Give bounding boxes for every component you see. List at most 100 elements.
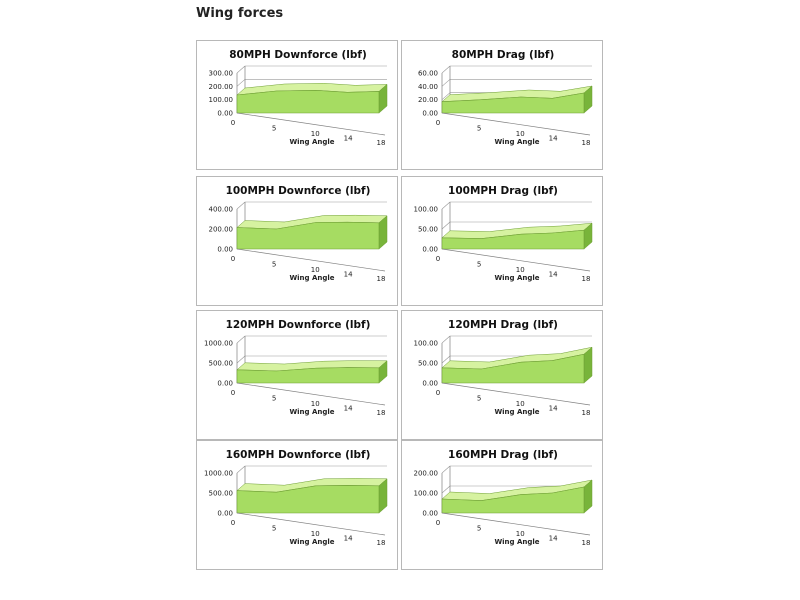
chart-title: 120MPH Drag (lbf) bbox=[448, 319, 558, 331]
x-axis-label: Wing Angle bbox=[494, 408, 539, 416]
y-tick-label: 500.00 bbox=[209, 490, 234, 498]
x-axis-label: Wing Angle bbox=[494, 274, 539, 282]
x-tick-label: 14 bbox=[549, 535, 558, 543]
x-tick-label: 10 bbox=[516, 266, 525, 274]
x-tick-label: 14 bbox=[549, 271, 558, 279]
y-tick-label: 0.00 bbox=[217, 510, 233, 518]
y-tick-label: 100.00 bbox=[209, 96, 234, 104]
y-tick-label: 100.00 bbox=[414, 490, 439, 498]
chart-panel-120mph-drag: 120MPH Drag (lbf) 0.00 50.00 100.00 0 5 10 14 18… bbox=[401, 310, 603, 440]
gridline-depth bbox=[441, 485, 451, 494]
y-tick-label: 1000.00 bbox=[204, 340, 233, 348]
y-tick-label: 100.00 bbox=[414, 340, 439, 348]
chart-title: 120MPH Downforce (lbf) bbox=[226, 319, 371, 331]
area-front-face bbox=[236, 89, 380, 114]
x-tick-label: 18 bbox=[582, 409, 591, 417]
y-tick-label: 400.00 bbox=[209, 206, 234, 214]
x-tick-label: 14 bbox=[344, 135, 353, 143]
x-tick-label: 18 bbox=[582, 139, 591, 147]
area-front-face bbox=[441, 229, 585, 250]
gridline-depth bbox=[441, 65, 451, 74]
chart-panel-160mph-drag: 160MPH Drag (lbf) 0.00 100.00 200.00 0 5 10 14 1… bbox=[401, 440, 603, 570]
y-tick-label: 50.00 bbox=[418, 360, 438, 368]
x-tick-label: 10 bbox=[311, 130, 320, 138]
x-tick-label: 10 bbox=[516, 400, 525, 408]
page-title: Wing forces bbox=[196, 6, 284, 21]
x-tick-label: 0 bbox=[436, 519, 440, 527]
x-tick-label: 10 bbox=[311, 530, 320, 538]
y-tick-label: 500.00 bbox=[209, 360, 234, 368]
y-tick-label: 200.00 bbox=[209, 83, 234, 91]
y-tick-label: 0.00 bbox=[217, 110, 233, 118]
gridline-depth bbox=[441, 221, 451, 230]
x-tick-label: 5 bbox=[272, 125, 276, 133]
chart-svg: 160MPH Downforce (lbf) 0.00 500.00 1000.00 0… bbox=[204, 449, 388, 547]
chart-panel-80mph-downforce: 80MPH Downforce (lbf) 0.00 100.00 200.00 300… bbox=[196, 40, 398, 170]
chart-svg: 80MPH Drag (lbf) 0.00 20.00 40.00 60.00 0 5 10 1… bbox=[418, 49, 593, 147]
x-tick-label: 10 bbox=[311, 400, 320, 408]
x-tick-label: 5 bbox=[477, 125, 481, 133]
y-tick-label: 0.00 bbox=[217, 380, 233, 388]
area-front-face bbox=[236, 221, 380, 250]
y-tick-label: 1000.00 bbox=[204, 470, 233, 478]
x-tick-label: 5 bbox=[272, 261, 276, 269]
gridline-depth bbox=[236, 465, 246, 474]
gridline-depth bbox=[236, 335, 246, 344]
gridline-depth bbox=[236, 355, 246, 364]
x-tick-label: 18 bbox=[377, 275, 386, 283]
chart-grid: 80MPH Downforce (lbf) 0.00 100.00 200.00 300… bbox=[196, 40, 606, 580]
y-tick-label: 0.00 bbox=[422, 110, 438, 118]
chart-panel-80mph-drag: 80MPH Drag (lbf) 0.00 20.00 40.00 60.00 0 5 10 1… bbox=[401, 40, 603, 170]
gridline-depth bbox=[441, 92, 451, 100]
x-axis-floor bbox=[236, 248, 386, 272]
gridline-depth bbox=[236, 79, 246, 87]
gridline-depth bbox=[441, 335, 451, 344]
y-tick-label: 200.00 bbox=[414, 470, 439, 478]
chart-panel-120mph-downforce: 120MPH Downforce (lbf) 0.00 500.00 1000.00 0… bbox=[196, 310, 398, 440]
chart-svg: 120MPH Drag (lbf) 0.00 50.00 100.00 0 5 10 14 18… bbox=[414, 319, 593, 417]
x-axis-floor bbox=[236, 112, 386, 136]
x-tick-label: 18 bbox=[377, 139, 386, 147]
x-tick-label: 5 bbox=[272, 525, 276, 533]
gridline-depth bbox=[236, 65, 246, 74]
chart-svg: 80MPH Downforce (lbf) 0.00 100.00 200.00 300… bbox=[209, 49, 388, 147]
x-axis-label: Wing Angle bbox=[494, 538, 539, 546]
x-tick-label: 0 bbox=[436, 119, 440, 127]
chart-title: 80MPH Downforce (lbf) bbox=[229, 49, 367, 61]
chart-panel-100mph-drag: 100MPH Drag (lbf) 0.00 50.00 100.00 0 5 10 14 18… bbox=[401, 176, 603, 306]
y-tick-label: 20.00 bbox=[418, 96, 438, 104]
area-front-face bbox=[236, 485, 380, 514]
chart-svg: 100MPH Downforce (lbf) 0.00 200.00 400.00 0 5… bbox=[209, 185, 388, 283]
y-tick-label: 40.00 bbox=[418, 83, 438, 91]
chart-svg: 120MPH Downforce (lbf) 0.00 500.00 1000.00 0… bbox=[204, 319, 388, 417]
x-axis-label: Wing Angle bbox=[289, 408, 334, 416]
x-tick-label: 0 bbox=[436, 389, 440, 397]
y-tick-label: 0.00 bbox=[422, 510, 438, 518]
x-axis-label: Wing Angle bbox=[289, 274, 334, 282]
gridline-depth bbox=[441, 201, 451, 210]
y-tick-label: 300.00 bbox=[209, 70, 234, 78]
y-tick-label: 60.00 bbox=[418, 70, 438, 78]
x-axis-floor bbox=[441, 512, 591, 536]
x-axis-floor bbox=[236, 382, 386, 406]
x-axis-floor bbox=[441, 382, 591, 406]
gridline-depth bbox=[441, 355, 451, 364]
x-tick-label: 0 bbox=[231, 255, 235, 263]
x-tick-label: 5 bbox=[477, 395, 481, 403]
x-tick-label: 14 bbox=[549, 135, 558, 143]
chart-panel-160mph-downforce: 160MPH Downforce (lbf) 0.00 500.00 1000.00 0… bbox=[196, 440, 398, 570]
chart-svg: 100MPH Drag (lbf) 0.00 50.00 100.00 0 5 10 14 18… bbox=[414, 185, 593, 283]
x-tick-label: 18 bbox=[377, 409, 386, 417]
x-axis-floor bbox=[441, 112, 591, 136]
area-front-face bbox=[441, 353, 585, 384]
x-tick-label: 10 bbox=[516, 530, 525, 538]
y-tick-label: 200.00 bbox=[209, 226, 234, 234]
x-tick-label: 10 bbox=[516, 130, 525, 138]
x-tick-label: 0 bbox=[231, 119, 235, 127]
chart-title: 100MPH Drag (lbf) bbox=[448, 185, 558, 197]
x-tick-label: 5 bbox=[477, 261, 481, 269]
gridline-depth bbox=[441, 465, 451, 474]
chart-title: 160MPH Drag (lbf) bbox=[448, 449, 558, 461]
gridline-depth bbox=[441, 79, 451, 87]
x-axis-label: Wing Angle bbox=[289, 138, 334, 146]
